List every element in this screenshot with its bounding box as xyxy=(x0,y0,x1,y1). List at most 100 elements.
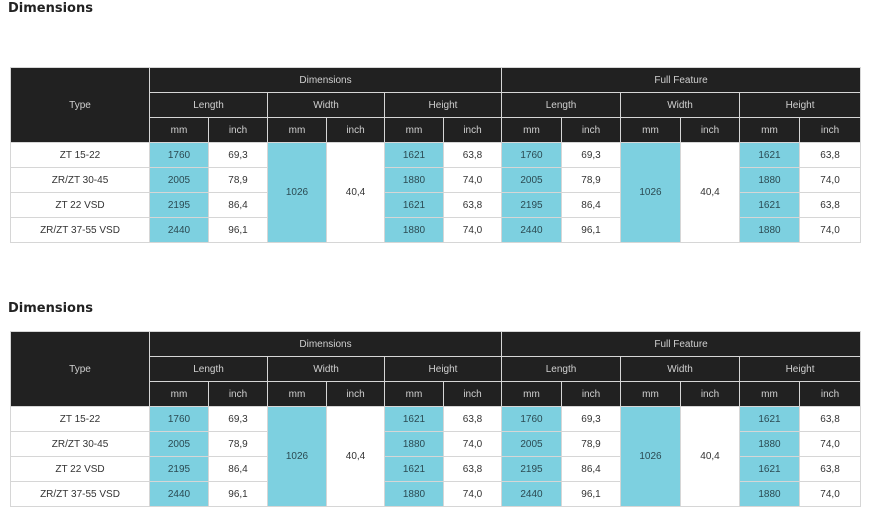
unit-inch: inch xyxy=(680,381,740,407)
table-row: ZT 22 VSD 2195 86,4 1621 63,8 2195 86,4 … xyxy=(10,456,862,482)
ff-length-inch-cell: 78,9 xyxy=(561,431,621,457)
unit-mm: mm xyxy=(501,381,562,407)
height-inch-cell: 74,0 xyxy=(443,167,502,193)
unit-mm: mm xyxy=(384,381,444,407)
height-inch-cell: 63,8 xyxy=(443,192,502,218)
section-title: Dimensions xyxy=(8,301,93,316)
height-inch-cell: 63,8 xyxy=(443,142,502,168)
ff-height-inch-cell: 63,8 xyxy=(798,192,862,218)
ff-length-inch-cell: 86,4 xyxy=(561,192,621,218)
ff-length-mm-cell: 2195 xyxy=(501,456,562,482)
group-dimensions-header: Dimensions xyxy=(149,67,502,93)
length-inch-cell: 69,3 xyxy=(208,406,268,432)
unit-mm: mm xyxy=(620,381,681,407)
length-inch-cell: 69,3 xyxy=(208,142,268,168)
ff-height-inch-cell: 74,0 xyxy=(798,481,862,507)
dimensions-table: Type Dimensions Full Feature Length Widt… xyxy=(10,331,862,507)
height-mm-cell: 1621 xyxy=(384,142,444,168)
length-inch-cell: 78,9 xyxy=(208,167,268,193)
length-header: Length xyxy=(149,356,268,382)
width-header: Width xyxy=(267,356,385,382)
ff-length-inch-cell: 96,1 xyxy=(561,481,621,507)
type-cell: ZR/ZT 30-45 xyxy=(10,431,150,457)
height-mm-cell: 1621 xyxy=(384,406,444,432)
unit-mm: mm xyxy=(739,381,800,407)
length-mm-cell: 2440 xyxy=(149,217,209,243)
ff-length-mm-cell: 2195 xyxy=(501,192,562,218)
type-cell: ZT 15-22 xyxy=(10,142,150,168)
unit-inch: inch xyxy=(443,381,502,407)
unit-mm: mm xyxy=(384,117,444,143)
ff-length-inch-cell: 96,1 xyxy=(561,217,621,243)
type-header: Type xyxy=(10,331,150,407)
type-cell: ZR/ZT 30-45 xyxy=(10,167,150,193)
width-header: Width xyxy=(267,92,385,118)
ff-length-mm-cell: 1760 xyxy=(501,406,562,432)
ff-length-mm-cell: 2005 xyxy=(501,431,562,457)
unit-mm: mm xyxy=(267,381,327,407)
ff-width-inch-cell: 40,4 xyxy=(680,406,740,507)
ff-length-mm-cell: 2440 xyxy=(501,481,562,507)
unit-inch: inch xyxy=(208,117,268,143)
length-inch-cell: 96,1 xyxy=(208,217,268,243)
table-row: ZT 22 VSD 2195 86,4 1621 63,8 2195 86,4 … xyxy=(10,192,862,218)
unit-inch: inch xyxy=(561,381,621,407)
length-inch-cell: 86,4 xyxy=(208,456,268,482)
ff-length-inch-cell: 69,3 xyxy=(561,406,621,432)
ff-length-inch-cell: 69,3 xyxy=(561,142,621,168)
ff-height-mm-cell: 1880 xyxy=(739,431,800,457)
ff-length-header: Length xyxy=(501,92,621,118)
unit-mm: mm xyxy=(267,117,327,143)
length-inch-cell: 86,4 xyxy=(208,192,268,218)
type-cell: ZT 22 VSD xyxy=(10,456,150,482)
ff-width-header: Width xyxy=(620,92,740,118)
height-header: Height xyxy=(384,92,502,118)
length-mm-cell: 1760 xyxy=(149,142,209,168)
table-row: ZT 15-22 1760 69,3 1026 40,4 1621 63,8 1… xyxy=(10,142,862,243)
width-inch-cell: 40,4 xyxy=(326,406,385,507)
table-row: ZR/ZT 30-45 2005 78,9 1880 74,0 2005 78,… xyxy=(10,167,862,193)
ff-height-inch-cell: 74,0 xyxy=(798,431,862,457)
height-inch-cell: 63,8 xyxy=(443,456,502,482)
group-dimensions-header: Dimensions xyxy=(149,331,502,357)
unit-inch: inch xyxy=(208,381,268,407)
unit-mm: mm xyxy=(149,117,209,143)
table-row: ZR/ZT 30-45 2005 78,9 1880 74,0 2005 78,… xyxy=(10,431,862,457)
ff-height-inch-cell: 63,8 xyxy=(798,456,862,482)
ff-height-inch-cell: 63,8 xyxy=(798,406,862,432)
ff-height-mm-cell: 1880 xyxy=(739,167,800,193)
ff-length-inch-cell: 86,4 xyxy=(561,456,621,482)
ff-height-inch-cell: 74,0 xyxy=(798,217,862,243)
length-inch-cell: 78,9 xyxy=(208,431,268,457)
length-header: Length xyxy=(149,92,268,118)
ff-length-header: Length xyxy=(501,356,621,382)
table-row: ZR/ZT 37-55 VSD 2440 96,1 1880 74,0 2440… xyxy=(10,217,862,243)
height-inch-cell: 74,0 xyxy=(443,217,502,243)
ff-height-inch-cell: 63,8 xyxy=(798,142,862,168)
table-row: ZT 15-22 1760 69,3 1026 40,4 1621 63,8 1… xyxy=(10,406,862,507)
unit-inch: inch xyxy=(798,381,862,407)
type-cell: ZT 15-22 xyxy=(10,406,150,432)
height-mm-cell: 1880 xyxy=(384,167,444,193)
unit-mm: mm xyxy=(149,381,209,407)
ff-height-mm-cell: 1621 xyxy=(739,456,800,482)
ff-width-mm-cell: 1026 xyxy=(620,406,681,507)
ff-length-inch-cell: 78,9 xyxy=(561,167,621,193)
height-mm-cell: 1621 xyxy=(384,456,444,482)
ff-length-mm-cell: 2005 xyxy=(501,167,562,193)
length-mm-cell: 2195 xyxy=(149,192,209,218)
ff-width-mm-cell: 1026 xyxy=(620,142,681,243)
width-inch-cell: 40,4 xyxy=(326,142,385,243)
unit-mm: mm xyxy=(739,117,800,143)
ff-height-mm-cell: 1621 xyxy=(739,406,800,432)
unit-mm: mm xyxy=(501,117,562,143)
height-mm-cell: 1880 xyxy=(384,217,444,243)
height-mm-cell: 1880 xyxy=(384,481,444,507)
length-mm-cell: 1760 xyxy=(149,406,209,432)
type-cell: ZT 22 VSD xyxy=(10,192,150,218)
ff-length-mm-cell: 2440 xyxy=(501,217,562,243)
length-mm-cell: 2440 xyxy=(149,481,209,507)
length-inch-cell: 96,1 xyxy=(208,481,268,507)
type-cell: ZR/ZT 37-55 VSD xyxy=(10,217,150,243)
ff-height-mm-cell: 1880 xyxy=(739,217,800,243)
